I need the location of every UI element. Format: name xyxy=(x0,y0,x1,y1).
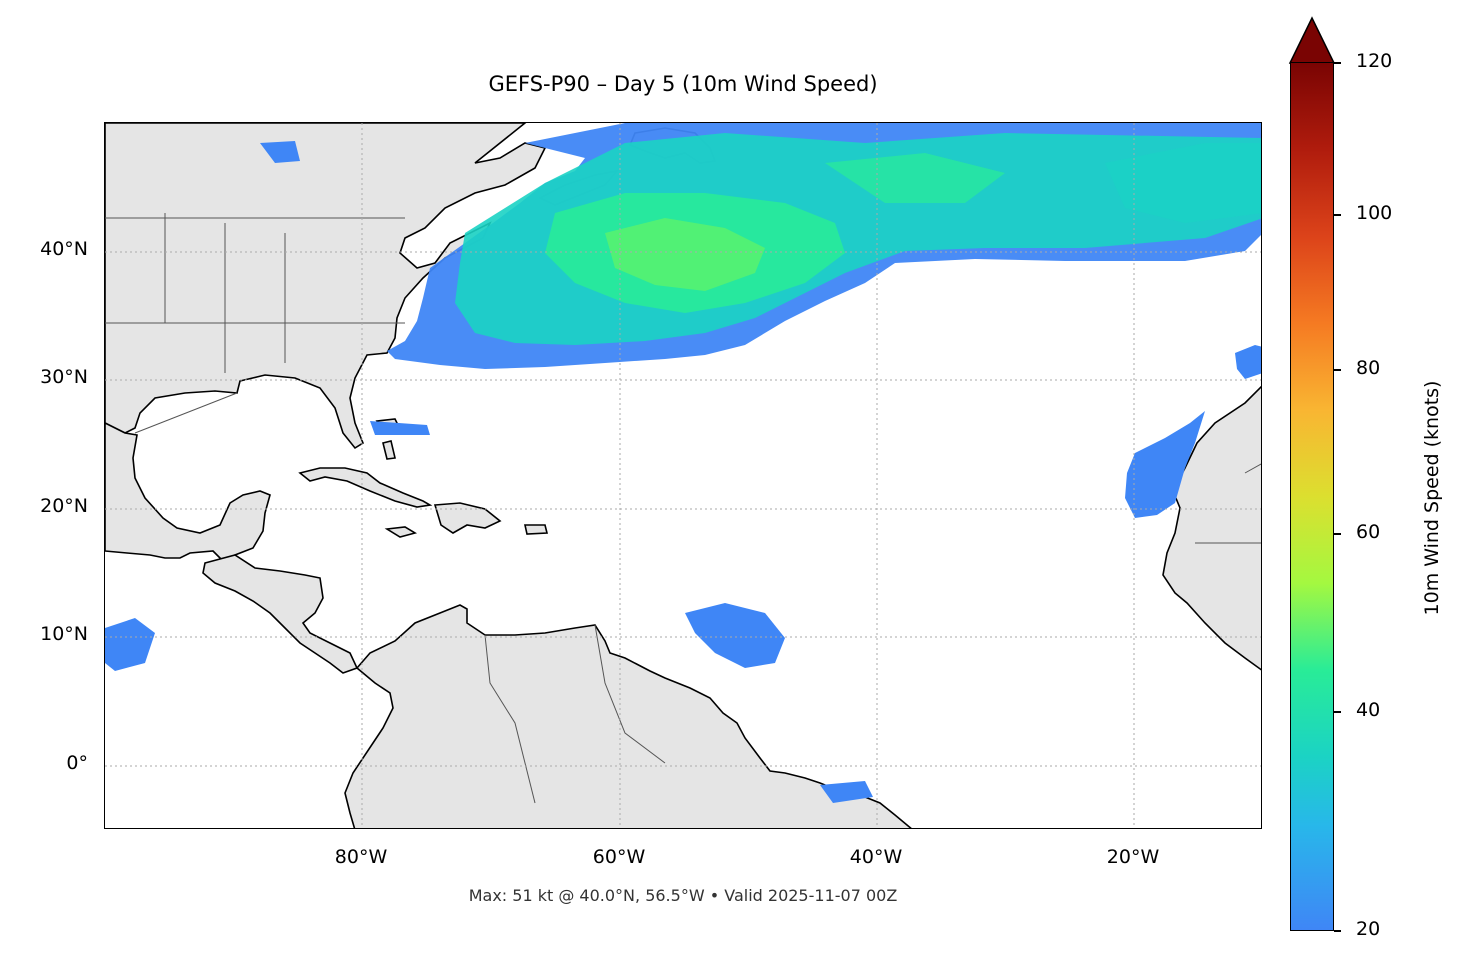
map-panel xyxy=(104,122,1262,829)
cuba xyxy=(298,467,433,508)
colorbar xyxy=(1290,62,1334,931)
lat-label-30n: 30°N xyxy=(40,366,88,388)
colorbar-label-120: 120 xyxy=(1356,50,1393,72)
jamaica xyxy=(384,526,418,538)
colorbar-tick xyxy=(1334,369,1341,371)
colorbar-extend-arrow xyxy=(1288,16,1336,64)
hispaniola xyxy=(433,502,502,534)
colorbar-label-20: 20 xyxy=(1356,918,1381,940)
colorbar-label-80: 80 xyxy=(1356,357,1381,379)
lon-label-20w: 20°W xyxy=(1106,846,1160,868)
lat-label-0: 0° xyxy=(66,752,88,774)
lon-label-80w: 80°W xyxy=(334,846,388,868)
lat-label-10n: 10°N xyxy=(40,623,88,645)
lat-label-20n: 20°N xyxy=(40,495,88,517)
country-borders xyxy=(105,213,1261,804)
map-svg xyxy=(105,123,1261,828)
africa-land xyxy=(1162,385,1261,671)
colorbar-tick xyxy=(1334,533,1341,535)
colorbar-label-60: 60 xyxy=(1356,521,1381,543)
gridlines xyxy=(105,123,1261,828)
colorbar-tick xyxy=(1334,62,1341,64)
south-america-land xyxy=(344,604,912,828)
colorbar-tick xyxy=(1334,214,1341,216)
north-america-land xyxy=(105,123,547,450)
central-america-isthmus xyxy=(202,554,359,674)
colorbar-label-100: 100 xyxy=(1356,202,1393,224)
colorbar-tick xyxy=(1334,711,1341,713)
lat-label-40n: 40°N xyxy=(40,238,88,260)
lon-label-40w: 40°W xyxy=(849,846,903,868)
mexico-central-america-land xyxy=(105,422,271,565)
puerto-rico xyxy=(524,524,549,535)
chart-title: GEFS-P90 – Day 5 (10m Wind Speed) xyxy=(488,72,878,96)
colorbar-label-40: 40 xyxy=(1356,699,1381,721)
max-info-footer: Max: 51 kt @ 40.0°N, 56.5°W • Valid 2025… xyxy=(468,886,898,905)
lon-label-60w: 60°W xyxy=(592,846,646,868)
colorbar-tick xyxy=(1334,930,1341,932)
colorbar-title: 10m Wind Speed (knots) xyxy=(1421,380,1443,616)
